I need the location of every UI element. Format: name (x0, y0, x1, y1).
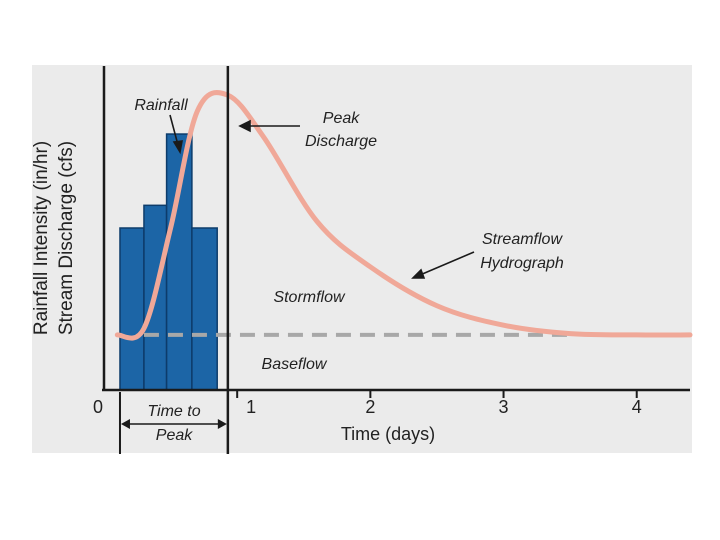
peak-label-line2: Discharge (305, 133, 377, 150)
streamflow-arrow (419, 251, 475, 276)
time-to-peak-label-line1: Time to (147, 403, 200, 420)
rainfall-label: Rainfall (134, 97, 188, 114)
streamflow-arrowhead (411, 268, 426, 279)
rainfall-bar-1 (119, 227, 145, 391)
x-tick-label: 2 (365, 397, 375, 417)
x-tick-label: 3 (499, 397, 509, 417)
streamflow-label-line1: Streamflow (482, 231, 563, 248)
peak-label-line1: Peak (323, 110, 360, 127)
time-to-peak-arrowhead-right (217, 419, 227, 429)
y-axis-label-line1: Rainfall Intensity (in/hr) (31, 141, 52, 335)
x-tick-label: 4 (632, 397, 642, 417)
time-to-peak-arrowhead-left (120, 419, 130, 429)
rainfall-bar-4 (191, 227, 218, 391)
x-tick-label: 0 (93, 397, 103, 417)
peak-arrowhead (238, 119, 251, 133)
baseflow-label: Baseflow (262, 356, 328, 373)
rainfall-arrowhead (172, 140, 183, 155)
rainfall-bar-3 (165, 133, 193, 391)
streamflow-label-line2: Hydrograph (480, 255, 564, 272)
x-tick-label: 1 (246, 397, 256, 417)
time-to-peak-label-line2: Peak (156, 427, 193, 444)
x-axis-title: Time (days) (341, 424, 435, 444)
streamflow-hydrograph-line (114, 90, 693, 341)
stormflow-label: Stormflow (273, 289, 346, 306)
plot-layer (114, 66, 693, 454)
y-axis-label-line2: Stream Discharge (cfs) (56, 141, 77, 335)
rainfall-arrow (169, 114, 179, 146)
